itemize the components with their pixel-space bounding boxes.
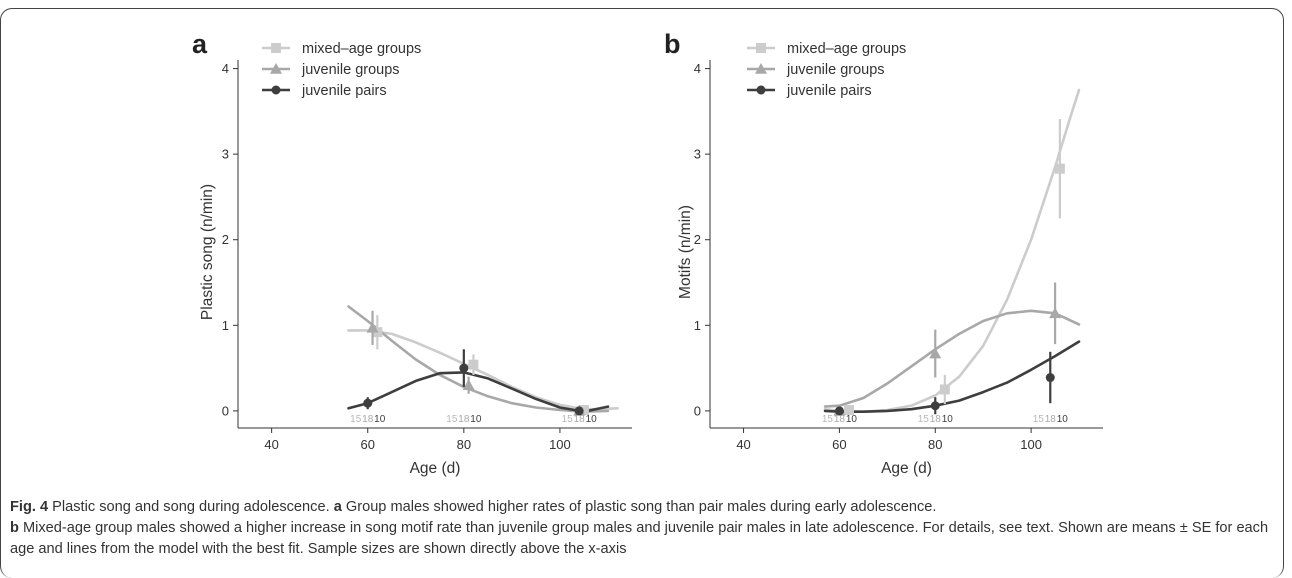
sample-size-label: 18 [1045, 414, 1057, 425]
data-point [578, 405, 589, 416]
fit-line [347, 329, 619, 411]
legend-marker [271, 43, 281, 53]
x-tick-label: 40 [736, 437, 750, 452]
x-tick-label: 60 [360, 437, 374, 452]
y-tick-label: 3 [694, 147, 701, 162]
legend-marker [756, 85, 766, 95]
fit-line [823, 340, 1081, 413]
sample-size-label: 18 [574, 414, 586, 425]
sample-size-label: 18 [458, 414, 470, 425]
x-tick-label: 80 [457, 437, 471, 452]
y-tick-label: 2 [694, 232, 701, 247]
y-tick-label: 2 [222, 232, 229, 247]
legend-marker [271, 85, 281, 95]
legend-label: mixed–age groups [787, 41, 906, 57]
data-point [462, 379, 475, 391]
sample-size-label: 18 [834, 414, 846, 425]
caption-a-text: Group males showed higher rates of plast… [341, 499, 937, 515]
panel-label: a [192, 29, 208, 59]
chart-panel-a: 0 1 2 3 4 40 60 80 100 Age (d) Plastic song (n/min… [192, 29, 632, 477]
y-tick-label: 0 [694, 403, 701, 418]
sample-size-label: 15 [350, 414, 362, 425]
figure-frame [0, 8, 1284, 578]
figure-caption: Fig. 4 Plastic song and song during adol… [10, 497, 1280, 560]
x-tick-label: 100 [549, 437, 571, 452]
sample-size-label: 10 [586, 414, 598, 425]
data-point [468, 359, 479, 370]
fit-line [823, 309, 1081, 408]
legend-marker [756, 43, 766, 53]
chart-panel-b: 0 1 2 3 4 40 60 80 100 Age (d) Motifs (n/min) b 15 15… [664, 29, 1103, 477]
sample-size-label: 15 [446, 414, 458, 425]
sample-size-label: 10 [1057, 414, 1069, 425]
panel-label: b [664, 29, 681, 59]
y-axis-label: Motifs (n/min) [677, 205, 694, 299]
data-point [459, 363, 469, 373]
fit-line [347, 305, 610, 413]
y-tick-label: 1 [694, 318, 701, 333]
y-tick-label: 4 [694, 61, 701, 76]
fit-line [347, 371, 610, 413]
data-point [363, 398, 373, 408]
y-axis-label: Plastic song (n/min) [199, 184, 216, 320]
caption-b-label: b [10, 520, 19, 536]
caption-b-text: Mixed-age group males showed a higher in… [10, 520, 1269, 557]
x-tick-label: 100 [1020, 437, 1042, 452]
data-point [366, 321, 379, 333]
sample-size-label: 10 [470, 414, 482, 425]
x-tick-label: 80 [928, 437, 942, 452]
data-point [574, 406, 584, 416]
sample-size-label: 10 [374, 414, 386, 425]
x-tick-label: 60 [832, 437, 846, 452]
legend-label: juvenile groups [786, 62, 885, 78]
data-point [930, 401, 940, 411]
legend-label: juvenile pairs [786, 83, 872, 99]
data-point [929, 347, 942, 359]
sample-size-label: 15 [1033, 414, 1045, 425]
sample-size-label: 18 [362, 414, 374, 425]
data-point [1049, 307, 1062, 319]
legend-label: mixed–age groups [302, 41, 421, 57]
x-axis-label: Age (d) [881, 460, 932, 477]
data-point [939, 384, 950, 395]
x-tick-label: 40 [264, 437, 278, 452]
data-point [1045, 373, 1055, 383]
sample-size-label: 18 [930, 414, 942, 425]
sample-size-label: 15 [918, 414, 930, 425]
caption-a-label: a [333, 499, 342, 515]
data-point [1054, 163, 1065, 174]
y-tick-label: 4 [222, 61, 229, 76]
sample-size-label: 10 [846, 414, 858, 425]
sample-size-label: 15 [822, 414, 834, 425]
legend-marker [270, 63, 282, 74]
legend-marker [755, 63, 767, 74]
caption-fig-label: Fig. 4 [10, 499, 49, 515]
caption-title: Plastic song and song during adolescence… [48, 499, 334, 515]
legend-label: juvenile pairs [301, 83, 387, 99]
sample-size-label: 15 [562, 414, 574, 425]
sample-size-label: 10 [942, 414, 954, 425]
y-tick-label: 0 [222, 403, 229, 418]
y-tick-label: 1 [222, 318, 229, 333]
y-tick-label: 3 [222, 147, 229, 162]
data-point [834, 406, 844, 416]
x-axis-label: Age (d) [410, 460, 461, 477]
legend-label: juvenile groups [301, 62, 400, 78]
data-point [843, 405, 854, 416]
